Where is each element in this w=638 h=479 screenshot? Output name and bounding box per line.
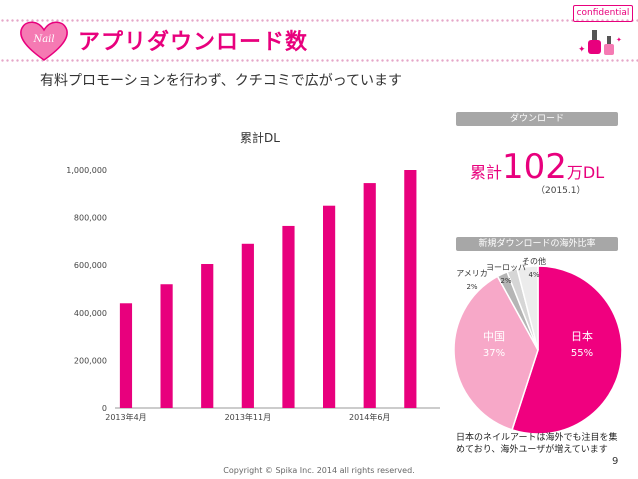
nail-heart-logo: Nail [20,21,68,61]
download-prefix: 累計 [470,163,503,182]
download-date: （2015.1） [536,186,586,196]
pie-slice-value: 4% [528,271,539,279]
pie-slice-name: その他 [522,256,546,266]
nail-polish-icon: ✦ ✦ [578,30,622,55]
bar-0 [119,303,133,408]
cumulative-downloads-bar-chart: 累計DL 0 200,000 400,000 600,000 800,000 1,000,… [66,130,440,422]
y-tick-label: 200,000 [74,356,107,365]
bar-7 [404,170,417,408]
x-tick-label: 2014年6月 [349,412,390,422]
download-number: 102 [502,147,567,187]
pie-slice-name: 日本 [571,329,593,343]
pie-slice-0 [511,265,623,434]
pie-slice-value: 37% [483,348,505,359]
header-dotted-line-bottom [0,58,638,64]
bar-4 [282,225,295,408]
pie-slice-name: 中国 [483,330,505,343]
pie-slice-value: 55% [571,348,593,359]
bar-6 [363,183,376,408]
bar-3 [241,243,254,408]
svg-text:✦: ✦ [578,45,586,55]
page-title: アプリダウンロード数 [78,30,309,55]
pie-note-line1: 日本のネイルアートは海外でも注目を集 [456,433,618,443]
y-tick-label: 600,000 [74,261,107,270]
download-unit: 万DL [566,163,605,182]
page-number: 9 [612,456,619,467]
pie-slice-1 [453,275,539,431]
pie-note-line2: めており、海外ユーザが増えています [456,445,608,455]
pie-slice-value: 2% [466,283,477,291]
chart-title: 累計DL [240,130,280,145]
pie-slice-name: ヨーロッパ [486,263,526,272]
download-total: 累計102万DL [470,150,604,184]
bar-5 [323,205,336,408]
y-tick-label: 800,000 [74,214,107,223]
x-tick-label: 2013年4月 [105,412,146,422]
svg-text:✦: ✦ [616,36,622,44]
pie-panel-label: 新規ダウンロードの海外比率 [456,237,618,251]
pie-slice-value: 2% [500,277,511,285]
y-tick-label: 1,000,000 [66,166,107,175]
header-dotted-line-top [0,18,638,24]
logo-text: Nail [32,34,54,45]
bar-2 [201,264,214,408]
y-tick-label: 400,000 [74,309,107,318]
subtitle: 有料プロモーションを行わず、クチコミで広がっています [40,73,403,89]
x-tick-label: 2013年11月 [225,412,272,422]
pie-note: 日本のネイルアートは海外でも注目を集 めており、海外ユーザが増えています [456,432,617,456]
overseas-ratio-pie-chart: 日本 55% 中国 37% アメリカ 2% ヨーロッパ 2% その他 4% [453,256,623,434]
heart-shape [20,21,68,61]
confidential-badge: confidential [573,5,633,22]
download-panel-label: ダウンロード [456,112,618,126]
y-tick-label: 0 [102,404,107,413]
bar-1 [160,284,173,408]
copyright: Copyright © Spika Inc. 2014 all rights r… [223,466,415,475]
pie-slice-4 [516,265,539,351]
pie-slice-name: アメリカ [456,269,488,278]
